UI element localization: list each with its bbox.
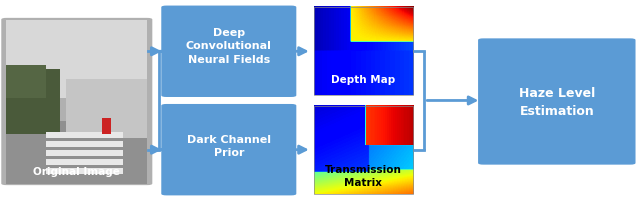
Bar [46,169,124,174]
Bar [46,160,124,165]
Bar [314,8,413,96]
Text: Deep
Convolutional
Neural Fields: Deep Convolutional Neural Fields [186,27,272,64]
Text: Depth Map: Depth Map [331,75,396,85]
Bar [46,151,124,156]
Bar [46,142,124,147]
Text: Original Image: Original Image [33,166,120,176]
FancyBboxPatch shape [478,39,636,165]
FancyBboxPatch shape [1,19,152,185]
FancyBboxPatch shape [161,104,296,195]
Bar [6,20,147,99]
Bar [314,106,413,194]
Text: Haze Level
Estimation: Haze Level Estimation [518,86,595,118]
Bar [6,122,147,184]
Text: Transmission
Matrix: Transmission Matrix [324,164,402,187]
FancyBboxPatch shape [161,7,296,98]
Bar [65,79,147,138]
Bar [6,69,60,135]
Text: Dark Channel
Prior: Dark Channel Prior [187,134,271,158]
Bar [46,133,124,138]
Bar [6,66,46,99]
Bar [102,118,111,135]
